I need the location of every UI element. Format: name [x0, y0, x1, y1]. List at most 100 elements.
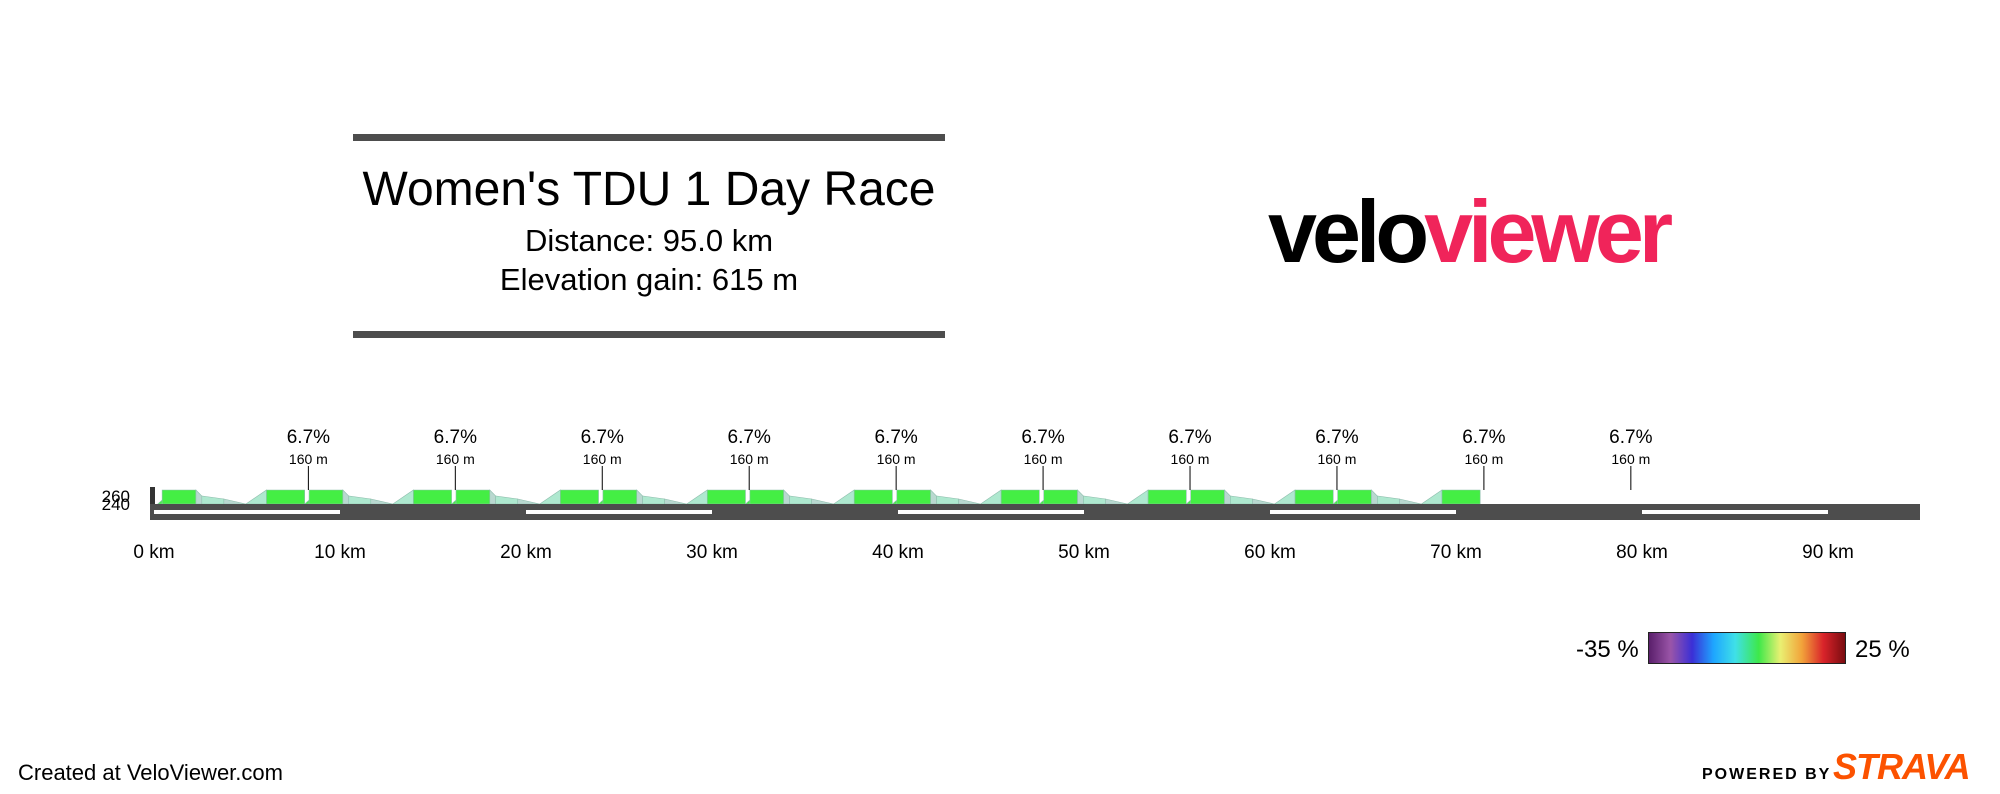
- profile-segment: [156, 499, 163, 505]
- profile-segment: [455, 489, 491, 505]
- profile-segment: [853, 489, 893, 505]
- profile-segment: [636, 489, 643, 505]
- profile-segment: [538, 489, 561, 505]
- climb-gradient-label: 6.7%: [287, 427, 330, 448]
- road-km-stripe: [1270, 510, 1456, 514]
- title-panel: Women's TDU 1 Day Race Distance: 95.0 km…: [353, 134, 945, 340]
- profile-segment: [1332, 499, 1338, 505]
- profile-segment: [413, 489, 452, 505]
- x-tick-label: 50 km: [1058, 542, 1110, 563]
- profile-segment: [749, 489, 784, 505]
- profile-segment: [391, 489, 414, 505]
- profile-segment: [1273, 489, 1296, 505]
- logo-part-velo: velo: [1268, 182, 1429, 281]
- x-tick-label: 20 km: [500, 542, 552, 563]
- profile-segment: [891, 499, 898, 505]
- profile-segment: [1190, 489, 1225, 505]
- x-tick-label: 30 km: [686, 542, 738, 563]
- route-elevation-gain: Elevation gain: 615 m: [499, 262, 799, 297]
- x-tick-label: 60 km: [1244, 542, 1296, 563]
- road-km-stripe: [154, 510, 340, 514]
- climb-elevation-label: 160 m: [436, 451, 475, 467]
- profile-segment: [560, 489, 599, 505]
- profile-segment: [1252, 498, 1275, 505]
- x-tick-label: 40 km: [872, 542, 924, 563]
- profile-segment: [495, 495, 519, 505]
- climb-gradient-label: 6.7%: [728, 427, 771, 448]
- profile-segment: [1038, 499, 1045, 505]
- x-tick-label: 10 km: [314, 542, 366, 563]
- profile-segment: [979, 489, 1002, 505]
- climb-gradient-label: 6.7%: [874, 427, 917, 448]
- profile-segment: [936, 495, 959, 505]
- climb-elevation-label: 160 m: [1171, 451, 1210, 467]
- profile-segment: [244, 489, 267, 505]
- profile-segment: [930, 489, 937, 505]
- profile-segment: [685, 489, 708, 505]
- climb-elevation-label: 160 m: [1464, 451, 1503, 467]
- road-km-stripe: [526, 510, 712, 514]
- profile-segment: [811, 498, 834, 505]
- profile-segment: [706, 489, 746, 505]
- created-at-link[interactable]: Created at VeloViewer.com: [18, 760, 283, 785]
- veloviewer-logo: veloviewer: [1268, 188, 1673, 276]
- climb-gradient-label: 6.7%: [1021, 427, 1064, 448]
- climb-elevation-label: 160 m: [1317, 451, 1356, 467]
- profile-segment: [223, 498, 246, 505]
- profile-segment: [517, 498, 540, 505]
- profile-segment: [1420, 489, 1443, 505]
- y-tick-label: 260: [102, 487, 130, 506]
- gradient-legend-bar: [1648, 632, 1846, 664]
- profile-segment: [348, 495, 372, 505]
- profile-segment: [489, 489, 496, 505]
- profile-segment: [664, 498, 687, 505]
- profile-segment: [789, 495, 812, 505]
- profile-segment: [195, 489, 203, 505]
- strava-logo[interactable]: STRAVA: [1833, 746, 1971, 787]
- climb-elevation-label: 160 m: [877, 451, 916, 467]
- road-km-stripe: [898, 510, 1084, 514]
- profile-segment: [266, 489, 305, 505]
- profile-segment: [1337, 489, 1372, 505]
- powered-by-label: POWERED BY: [1702, 766, 1832, 783]
- climb-gradient-label: 6.7%: [1462, 427, 1505, 448]
- profile-segment: [1399, 498, 1422, 505]
- profile-segment: [744, 499, 751, 505]
- climb-gradient-label: 6.7%: [1168, 427, 1211, 448]
- profile-segment: [1371, 489, 1378, 505]
- profile-segment: [161, 489, 197, 505]
- climb-gradient-label: 6.7%: [1609, 427, 1652, 448]
- profile-segment: [342, 489, 350, 505]
- climb-elevation-label: 160 m: [1611, 451, 1650, 467]
- profile-segment: [602, 489, 638, 505]
- profile-segment: [1105, 498, 1128, 505]
- profile-segment: [597, 499, 604, 505]
- profile-segment: [308, 489, 344, 505]
- y-axis-bar: [150, 487, 155, 505]
- profile-segment: [1224, 489, 1231, 505]
- profile-segment: [783, 489, 790, 505]
- y-tick-label: 240: [102, 495, 130, 514]
- profile-segment: [1126, 489, 1149, 505]
- x-tick-label: 80 km: [1616, 542, 1668, 563]
- profile-segment: [1185, 499, 1192, 505]
- profile-segment: [1294, 489, 1334, 505]
- profile-segment: [1000, 489, 1040, 505]
- profile-segment: [450, 499, 457, 505]
- profile-segment: [201, 495, 225, 505]
- profile-segment: [1230, 495, 1253, 505]
- profile-segment: [1077, 489, 1084, 505]
- profile-segment: [1441, 489, 1481, 505]
- profile-segment: [1043, 489, 1078, 505]
- climb-elevation-label: 160 m: [289, 451, 328, 467]
- profile-segment: [1083, 495, 1106, 505]
- climb-elevation-label: 160 m: [730, 451, 769, 467]
- gradient-legend-min: -35 %: [1576, 636, 1639, 663]
- route-title: Women's TDU 1 Day Race: [362, 163, 936, 216]
- route-distance: Distance: 95.0 km: [524, 223, 774, 258]
- profile-segment: [896, 489, 931, 505]
- x-tick-label: 0 km: [133, 542, 174, 563]
- title-bottom-rule: [353, 331, 945, 338]
- road-km-stripe: [1642, 510, 1828, 514]
- climb-gradient-label: 6.7%: [581, 427, 624, 448]
